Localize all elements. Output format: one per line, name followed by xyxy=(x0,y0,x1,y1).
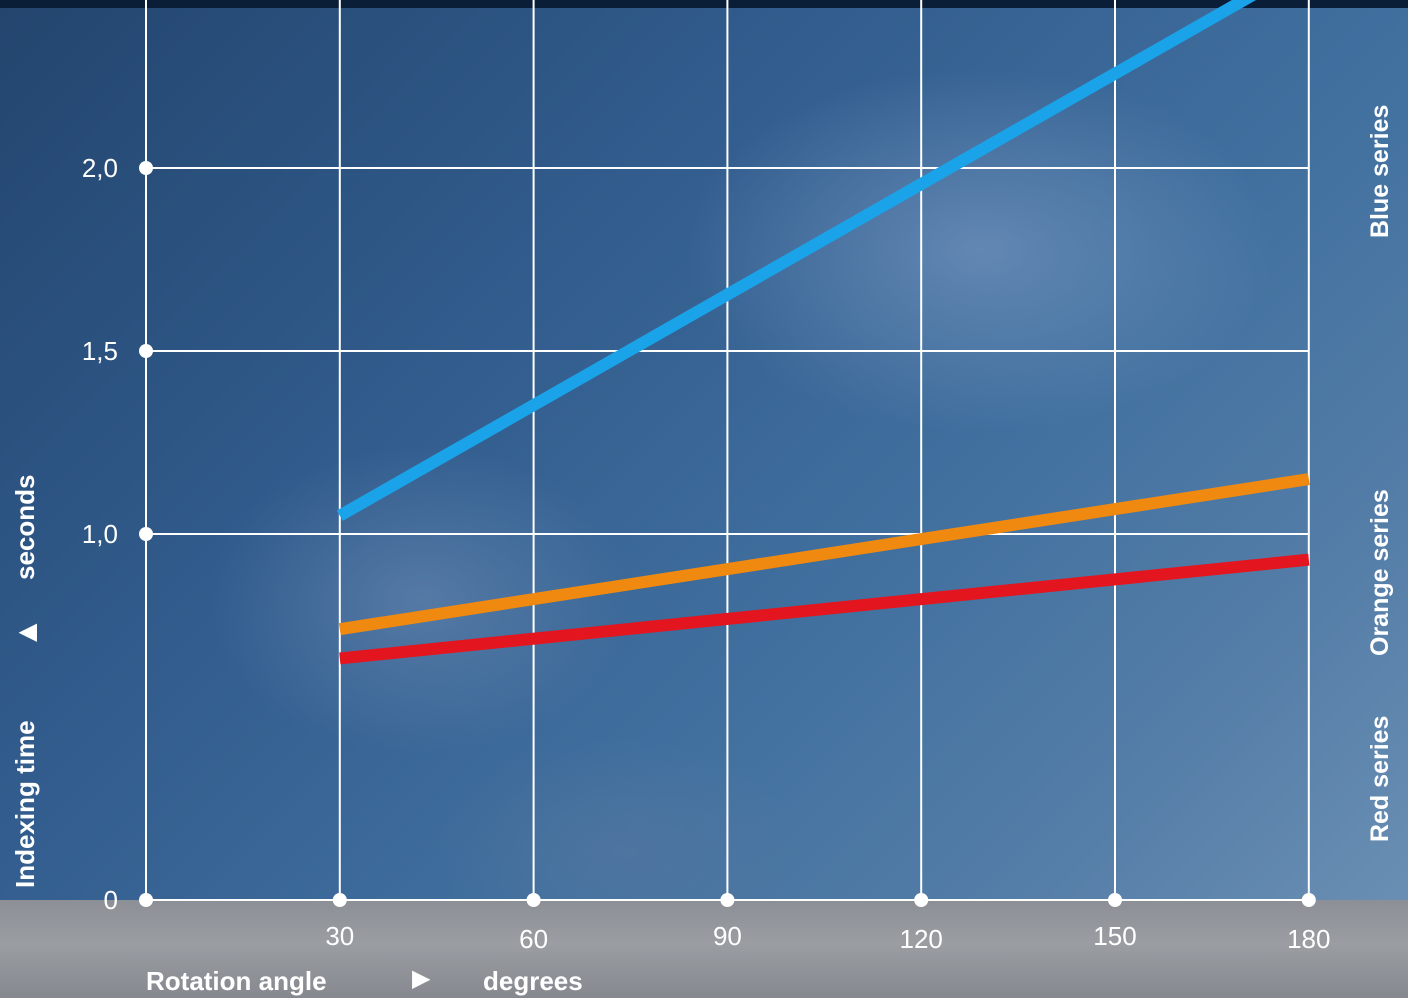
x-tick-dot xyxy=(332,893,347,907)
origin-dot xyxy=(139,893,153,907)
series-lines xyxy=(336,0,1310,665)
x-tick-label: 180 xyxy=(1287,924,1330,954)
x-axis-arrow: ▶ xyxy=(412,964,431,992)
x-axis-label: Rotation angle xyxy=(146,966,327,996)
y-tick-dot xyxy=(139,527,153,541)
x-axis-unit: degrees xyxy=(483,966,583,996)
y-axis-arrow: ▲ xyxy=(12,623,40,642)
legend-orange-series: Orange series xyxy=(1366,489,1394,656)
series-line-1 xyxy=(338,473,1310,636)
grid-lines xyxy=(145,0,1310,901)
x-tick-label: 120 xyxy=(900,924,943,954)
x-tick-dot xyxy=(720,893,735,907)
y-tick-dot xyxy=(139,344,153,358)
axis-dots xyxy=(139,161,1316,907)
y-tick-dot xyxy=(139,161,153,175)
y-tick-label: 1,5 xyxy=(82,336,118,366)
y-tick-label: 2,0 xyxy=(82,153,118,183)
y-axis-label: Indexing time xyxy=(10,720,40,888)
y-tick-label: 0 xyxy=(104,885,118,915)
top-band xyxy=(0,0,1408,8)
series-line-0 xyxy=(336,0,1257,521)
y-tick-label: 1,0 xyxy=(82,519,118,549)
x-tick-dot xyxy=(526,893,541,907)
x-tick-label: 150 xyxy=(1093,921,1136,951)
x-tick-label: 60 xyxy=(519,924,548,954)
series-line-2 xyxy=(339,553,1310,665)
y-axis-unit: seconds xyxy=(10,475,40,581)
x-tick-label: 90 xyxy=(713,921,742,951)
x-tick-label: 30 xyxy=(325,921,354,951)
x-tick-dot xyxy=(1301,893,1316,907)
bottom-band xyxy=(0,900,1408,998)
legend-blue-series: Blue series xyxy=(1366,105,1394,238)
x-tick-dot xyxy=(914,893,929,907)
legend-red-series: Red series xyxy=(1366,716,1394,842)
x-tick-dot xyxy=(1108,893,1122,907)
